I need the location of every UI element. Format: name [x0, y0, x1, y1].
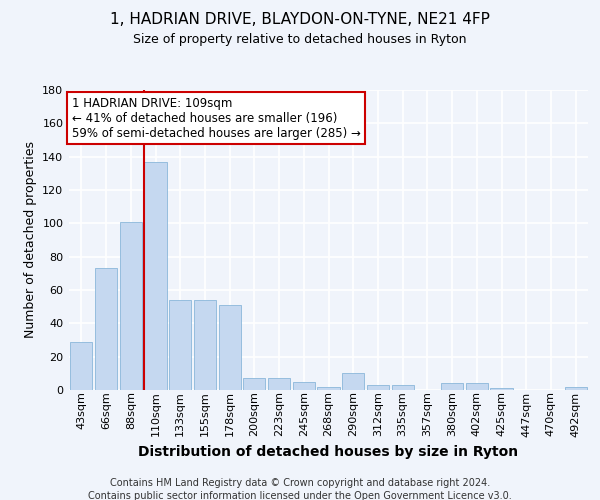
Bar: [342, 374, 364, 390]
Bar: [293, 382, 315, 390]
Bar: [70, 342, 92, 390]
Text: Size of property relative to detached houses in Ryton: Size of property relative to detached ho…: [133, 32, 467, 46]
X-axis label: Distribution of detached houses by size in Ryton: Distribution of detached houses by size …: [139, 445, 518, 459]
Text: Contains HM Land Registry data © Crown copyright and database right 2024.: Contains HM Land Registry data © Crown c…: [110, 478, 490, 488]
Text: 1, HADRIAN DRIVE, BLAYDON-ON-TYNE, NE21 4FP: 1, HADRIAN DRIVE, BLAYDON-ON-TYNE, NE21 …: [110, 12, 490, 28]
Bar: [367, 385, 389, 390]
Text: Contains public sector information licensed under the Open Government Licence v3: Contains public sector information licen…: [88, 491, 512, 500]
Bar: [243, 378, 265, 390]
Bar: [95, 268, 117, 390]
Bar: [392, 385, 414, 390]
Bar: [490, 388, 512, 390]
Bar: [565, 386, 587, 390]
Bar: [145, 162, 167, 390]
Bar: [169, 300, 191, 390]
Bar: [194, 300, 216, 390]
Bar: [119, 222, 142, 390]
Bar: [317, 386, 340, 390]
Bar: [218, 305, 241, 390]
Text: 1 HADRIAN DRIVE: 109sqm
← 41% of detached houses are smaller (196)
59% of semi-d: 1 HADRIAN DRIVE: 109sqm ← 41% of detache…: [71, 96, 361, 140]
Bar: [441, 384, 463, 390]
Bar: [268, 378, 290, 390]
Bar: [466, 384, 488, 390]
Y-axis label: Number of detached properties: Number of detached properties: [24, 142, 37, 338]
